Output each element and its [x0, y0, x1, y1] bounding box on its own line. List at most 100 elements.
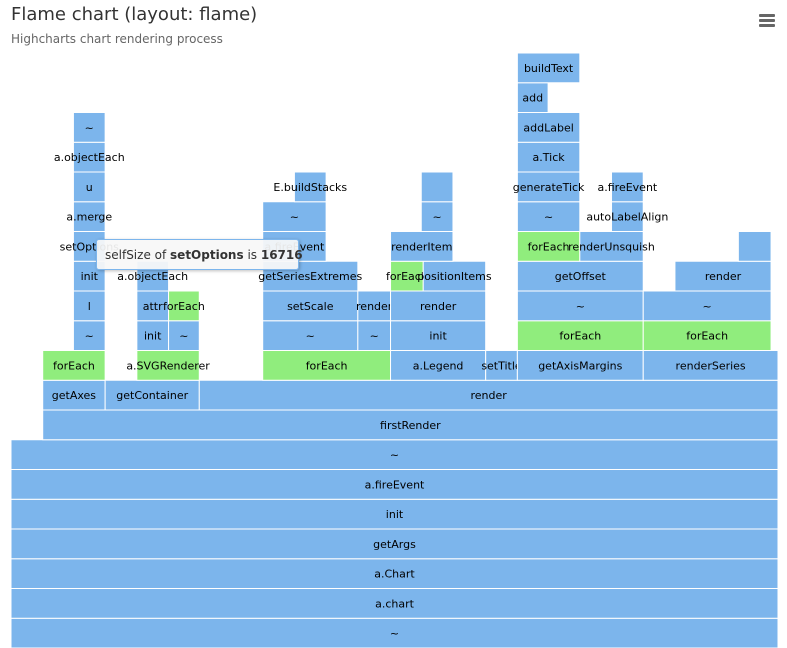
flame-bar[interactable] — [72, 320, 106, 351]
flame-bar[interactable] — [10, 617, 779, 648]
flame-bar[interactable] — [198, 379, 779, 411]
flame-bar[interactable] — [42, 350, 106, 381]
flame-node[interactable]: ~ — [262, 201, 327, 232]
flame-bar[interactable] — [420, 201, 454, 232]
flame-node[interactable]: ~ — [72, 112, 106, 143]
flame-node[interactable]: a.Tick — [516, 141, 581, 173]
flame-bar[interactable] — [72, 171, 106, 203]
flame-node[interactable]: l — [72, 290, 106, 322]
flame-node[interactable]: a.objectEach — [54, 141, 125, 173]
flame-bar[interactable] — [42, 379, 106, 411]
flame-node[interactable]: render — [198, 379, 779, 411]
flame-node[interactable]: renderUnsquish — [568, 231, 655, 262]
flame-node[interactable]: init — [136, 320, 170, 351]
flame-node[interactable]: ~ — [10, 439, 779, 470]
flame-bar[interactable] — [10, 528, 779, 560]
flame-bar[interactable] — [420, 171, 454, 203]
flame-node[interactable]: forEach — [42, 350, 106, 381]
hamburger-menu-icon[interactable] — [754, 9, 780, 31]
flame-node[interactable]: render — [356, 290, 393, 322]
flame-bar[interactable] — [674, 260, 772, 292]
flame-node[interactable]: init — [390, 320, 487, 351]
flame-node[interactable]: firstRender — [42, 409, 779, 441]
flame-node[interactable]: ~ — [516, 290, 644, 322]
flame-node[interactable]: setScale — [262, 290, 359, 322]
flame-node[interactable]: forEach — [386, 260, 428, 292]
flame-bar[interactable] — [262, 201, 327, 232]
flame-bar[interactable] — [516, 350, 644, 381]
flame-node[interactable]: a.fireEvent — [10, 469, 779, 500]
flame-node[interactable]: ~ — [262, 320, 359, 351]
flame-bar[interactable] — [72, 112, 106, 143]
flame-node[interactable]: getContainer — [104, 379, 200, 411]
flame-node[interactable]: autoLabelAlign — [586, 201, 668, 232]
flame-bar[interactable] — [10, 558, 779, 589]
flame-bar[interactable] — [611, 171, 644, 203]
flame-node[interactable]: E.buildStacks — [273, 171, 347, 203]
flame-node[interactable]: forEach — [642, 320, 772, 351]
flame-node[interactable]: a.SVGRenderer — [126, 350, 210, 381]
flame-bar[interactable] — [516, 112, 581, 143]
flame-node[interactable]: a.Chart — [10, 558, 779, 589]
flame-node[interactable]: render — [390, 290, 487, 322]
flame-bar[interactable] — [485, 350, 518, 381]
flame-node[interactable]: a.chart — [10, 588, 779, 619]
flame-node[interactable]: setTitle — [481, 350, 522, 381]
flame-node[interactable]: getAxisMargins — [516, 350, 644, 381]
flame-bar[interactable] — [390, 320, 487, 351]
flame-node[interactable]: ~ — [168, 320, 200, 351]
flame-bar[interactable] — [136, 350, 200, 381]
flame-bar[interactable] — [516, 231, 581, 262]
flame-node[interactable]: renderSeries — [642, 350, 779, 381]
flame-node[interactable]: forEach — [516, 320, 644, 351]
flame-node[interactable]: getAxes — [42, 379, 106, 411]
flame-node[interactable]: forEach — [163, 290, 205, 322]
flame-bar[interactable] — [579, 231, 644, 262]
flame-bar[interactable] — [72, 141, 106, 173]
flame-node[interactable]: ~ — [72, 320, 106, 351]
flame-bar[interactable] — [611, 201, 644, 232]
flame-bar[interactable] — [42, 409, 779, 441]
flame-node[interactable]: a.fireEvent — [598, 171, 658, 203]
flame-node[interactable]: buildText — [516, 52, 581, 84]
flame-node[interactable]: ~ — [420, 201, 454, 232]
flame-bar[interactable] — [10, 439, 779, 470]
flame-node[interactable]: ~ — [642, 290, 772, 322]
flame-node[interactable]: a.Legend — [390, 350, 487, 381]
flame-node[interactable]: generateTick — [513, 171, 585, 203]
flame-bar[interactable] — [168, 290, 200, 322]
flame-bar[interactable] — [642, 350, 779, 381]
flame-node[interactable]: render — [674, 260, 772, 292]
flame-bar[interactable] — [72, 201, 106, 232]
flame-bar[interactable] — [262, 320, 359, 351]
flame-node[interactable]: ~ — [516, 201, 581, 232]
flame-node[interactable]: addLabel — [516, 112, 581, 143]
flame-bar[interactable] — [516, 141, 581, 173]
flame-bar[interactable] — [642, 290, 772, 322]
flame-bar[interactable] — [516, 82, 549, 113]
flame-bar[interactable] — [390, 350, 487, 381]
flame-node[interactable]: a.merge — [66, 201, 112, 232]
flame-bar[interactable] — [422, 260, 487, 292]
flame-node[interactable]: ~ — [10, 617, 779, 648]
flame-bar[interactable] — [390, 260, 424, 292]
flame-bar[interactable] — [10, 469, 779, 500]
flame-bar[interactable] — [737, 231, 772, 262]
flame-node[interactable]: add — [516, 82, 549, 113]
flame-bar[interactable] — [516, 52, 581, 84]
flame-node[interactable]: ~ — [357, 320, 392, 351]
flame-node[interactable]: u — [72, 171, 106, 203]
flame-bar[interactable] — [293, 171, 327, 203]
flame-node[interactable] — [737, 231, 772, 262]
flame-node[interactable]: getArgs — [10, 528, 779, 560]
flame-bar[interactable] — [390, 290, 487, 322]
flame-node[interactable] — [420, 171, 454, 203]
flame-bar[interactable] — [10, 498, 779, 530]
flame-bar[interactable] — [642, 320, 772, 351]
flame-node[interactable]: renderItem — [390, 231, 454, 262]
flame-node[interactable]: forEach — [262, 350, 392, 381]
flame-bar[interactable] — [357, 290, 392, 322]
flame-node[interactable]: init — [10, 498, 779, 530]
flame-node[interactable]: getOffset — [516, 260, 644, 292]
flame-node[interactable]: getSeriesExtremes — [258, 260, 362, 292]
